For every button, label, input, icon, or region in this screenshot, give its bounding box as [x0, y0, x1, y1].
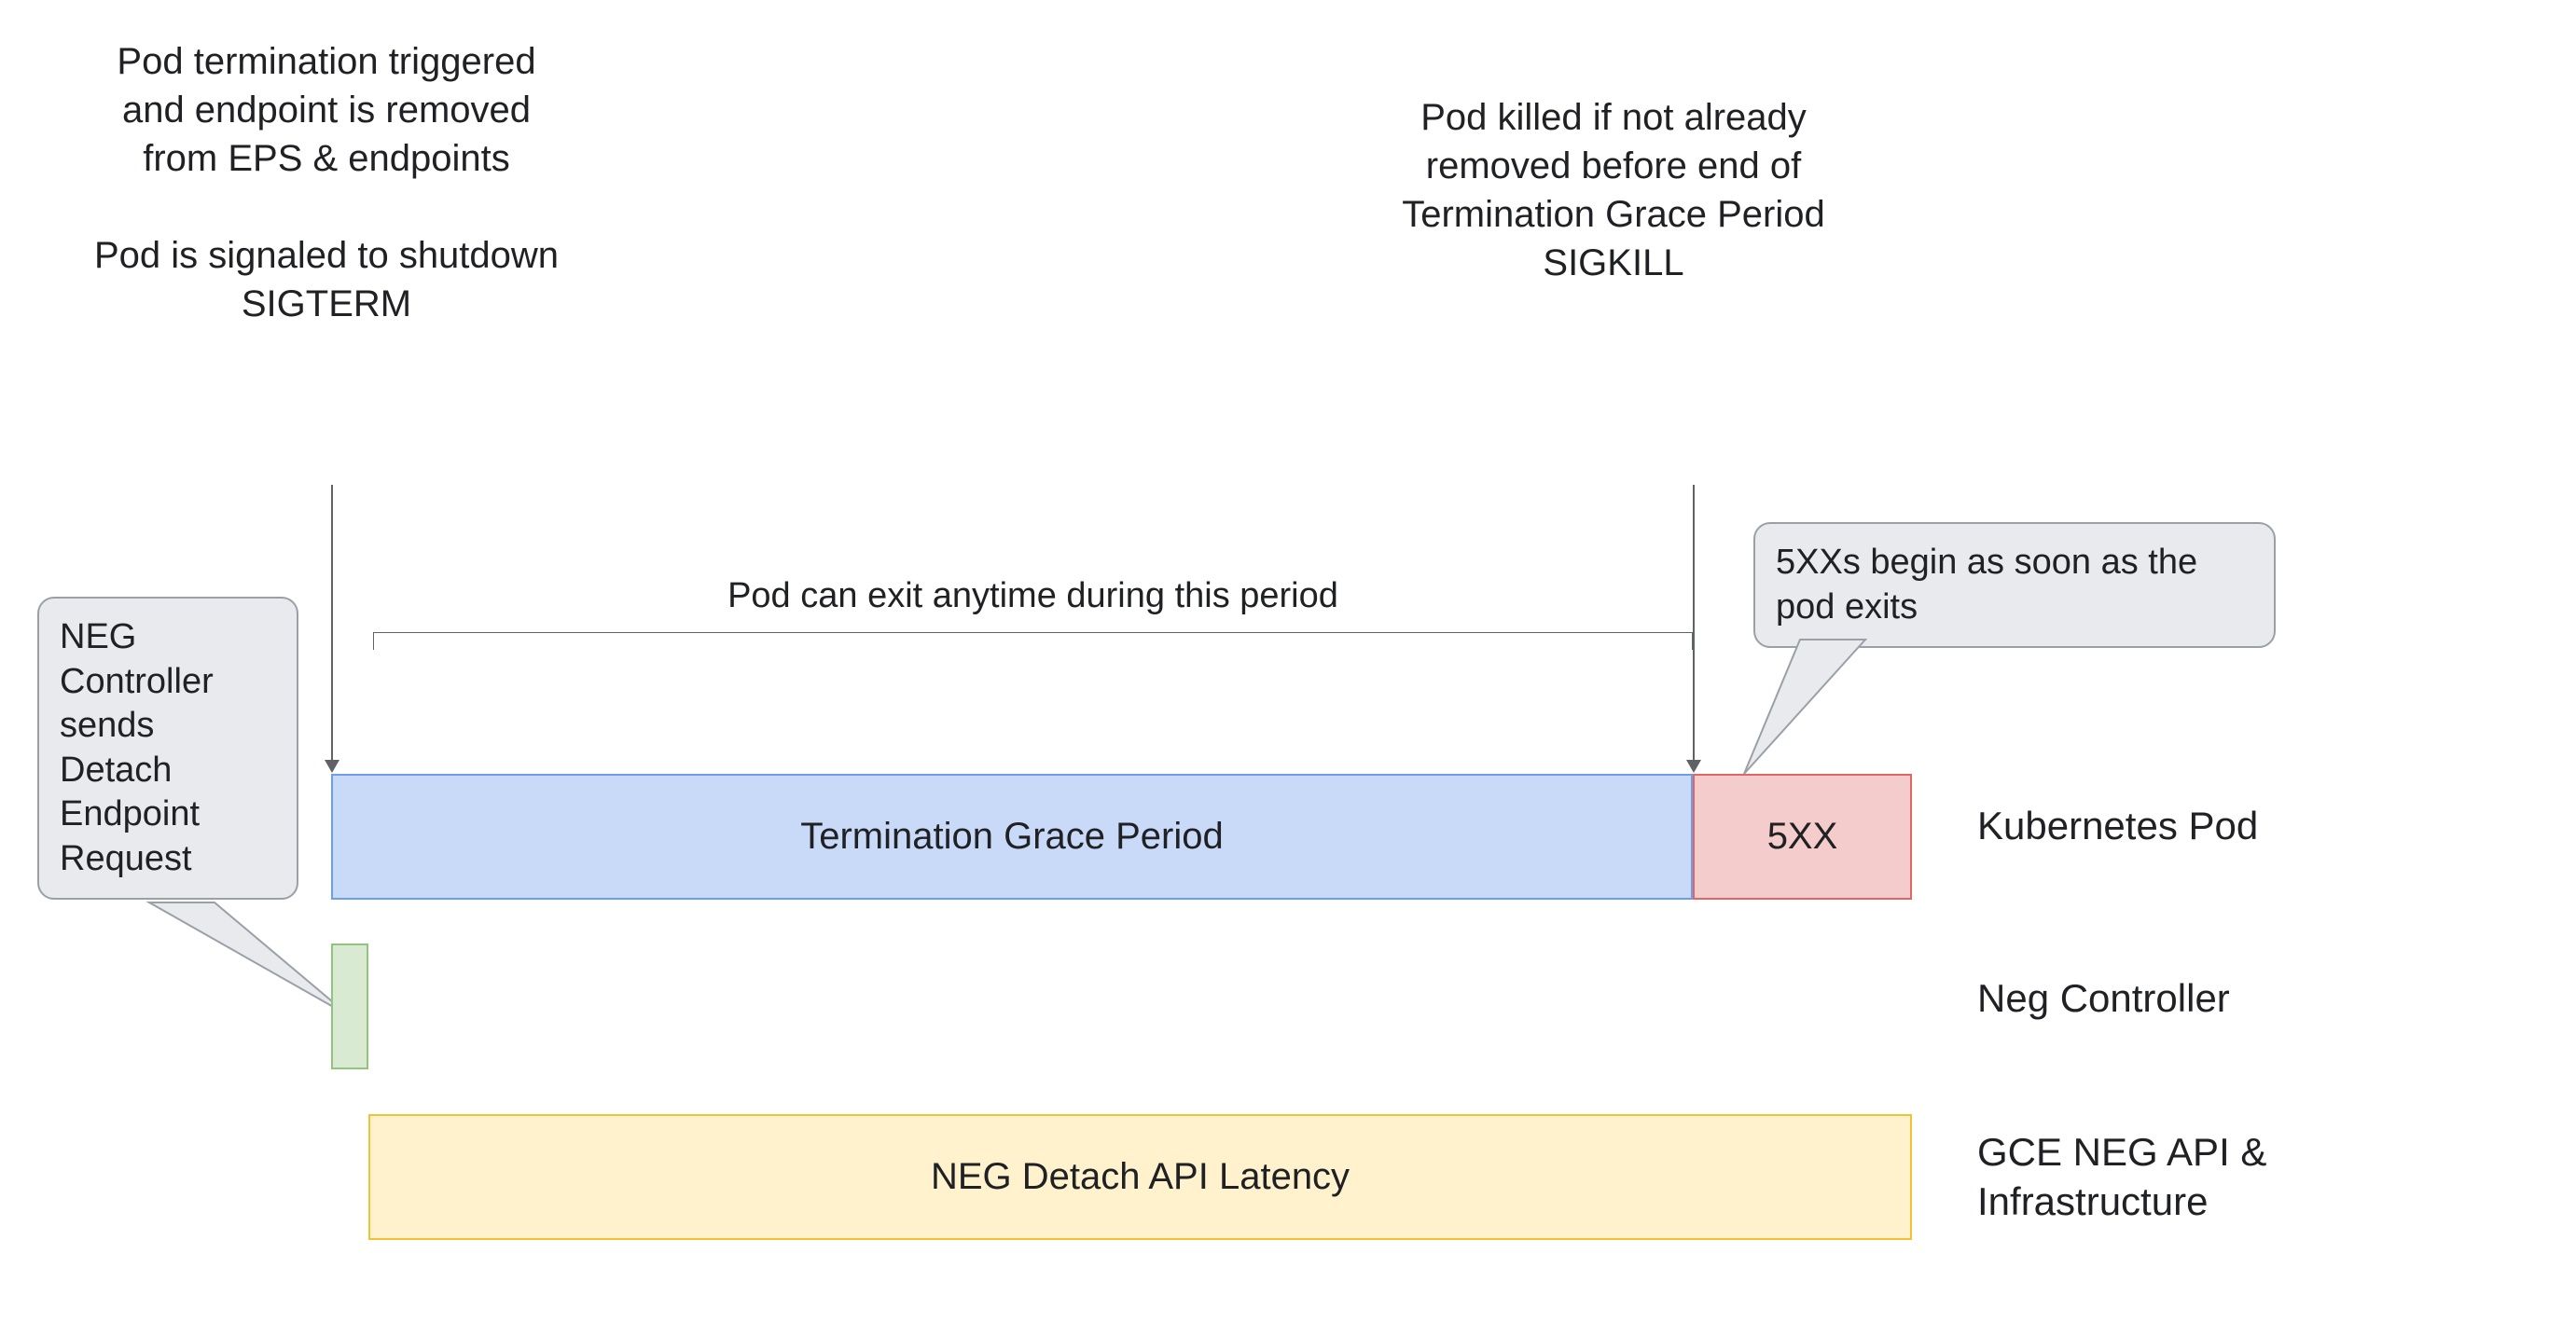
lane-label-gce-neg: GCE NEG API & Infrastructure	[1977, 1128, 2266, 1226]
neg-detach-latency-label: NEG Detach API Latency	[931, 1156, 1350, 1198]
neg-detach-latency-bar: NEG Detach API Latency	[368, 1114, 1912, 1240]
callout-5xx-tail	[1744, 640, 1893, 789]
annotation-sigterm: Pod termination triggered and endpoint i…	[37, 37, 616, 328]
callout-neg-request-text: NEG Controller sends Detach Endpoint Req…	[60, 617, 214, 878]
five-xx-label: 5XX	[1767, 816, 1838, 858]
diagram-canvas: Pod termination triggered and endpoint i…	[0, 0, 2576, 1336]
sigterm-arrow-line	[331, 485, 333, 760]
callout-neg-request: NEG Controller sends Detach Endpoint Req…	[37, 597, 298, 900]
lane-label-pod: Kubernetes Pod	[1977, 802, 2258, 851]
neg-controller-blip-bar	[331, 943, 368, 1069]
termination-grace-period-label: Termination Grace Period	[800, 816, 1224, 858]
annotation-sigkill: Pod killed if not already removed before…	[1324, 93, 1903, 287]
callout-5xx-text: 5XXs begin as soon as the pod exits	[1776, 543, 2197, 627]
span-bracket	[373, 632, 1693, 633]
lane-label-neg-controller: Neg Controller	[1977, 974, 2230, 1024]
sigkill-arrow-head	[1686, 760, 1701, 773]
sigterm-arrow-head	[325, 760, 339, 773]
termination-grace-period-bar: Termination Grace Period	[331, 774, 1693, 900]
callout-5xx: 5XXs begin as soon as the pod exits	[1753, 522, 2276, 648]
sigkill-arrow-line	[1693, 485, 1695, 760]
five-xx-bar: 5XX	[1693, 774, 1912, 900]
span-label: Pod can exit anytime during this period	[373, 573, 1693, 619]
